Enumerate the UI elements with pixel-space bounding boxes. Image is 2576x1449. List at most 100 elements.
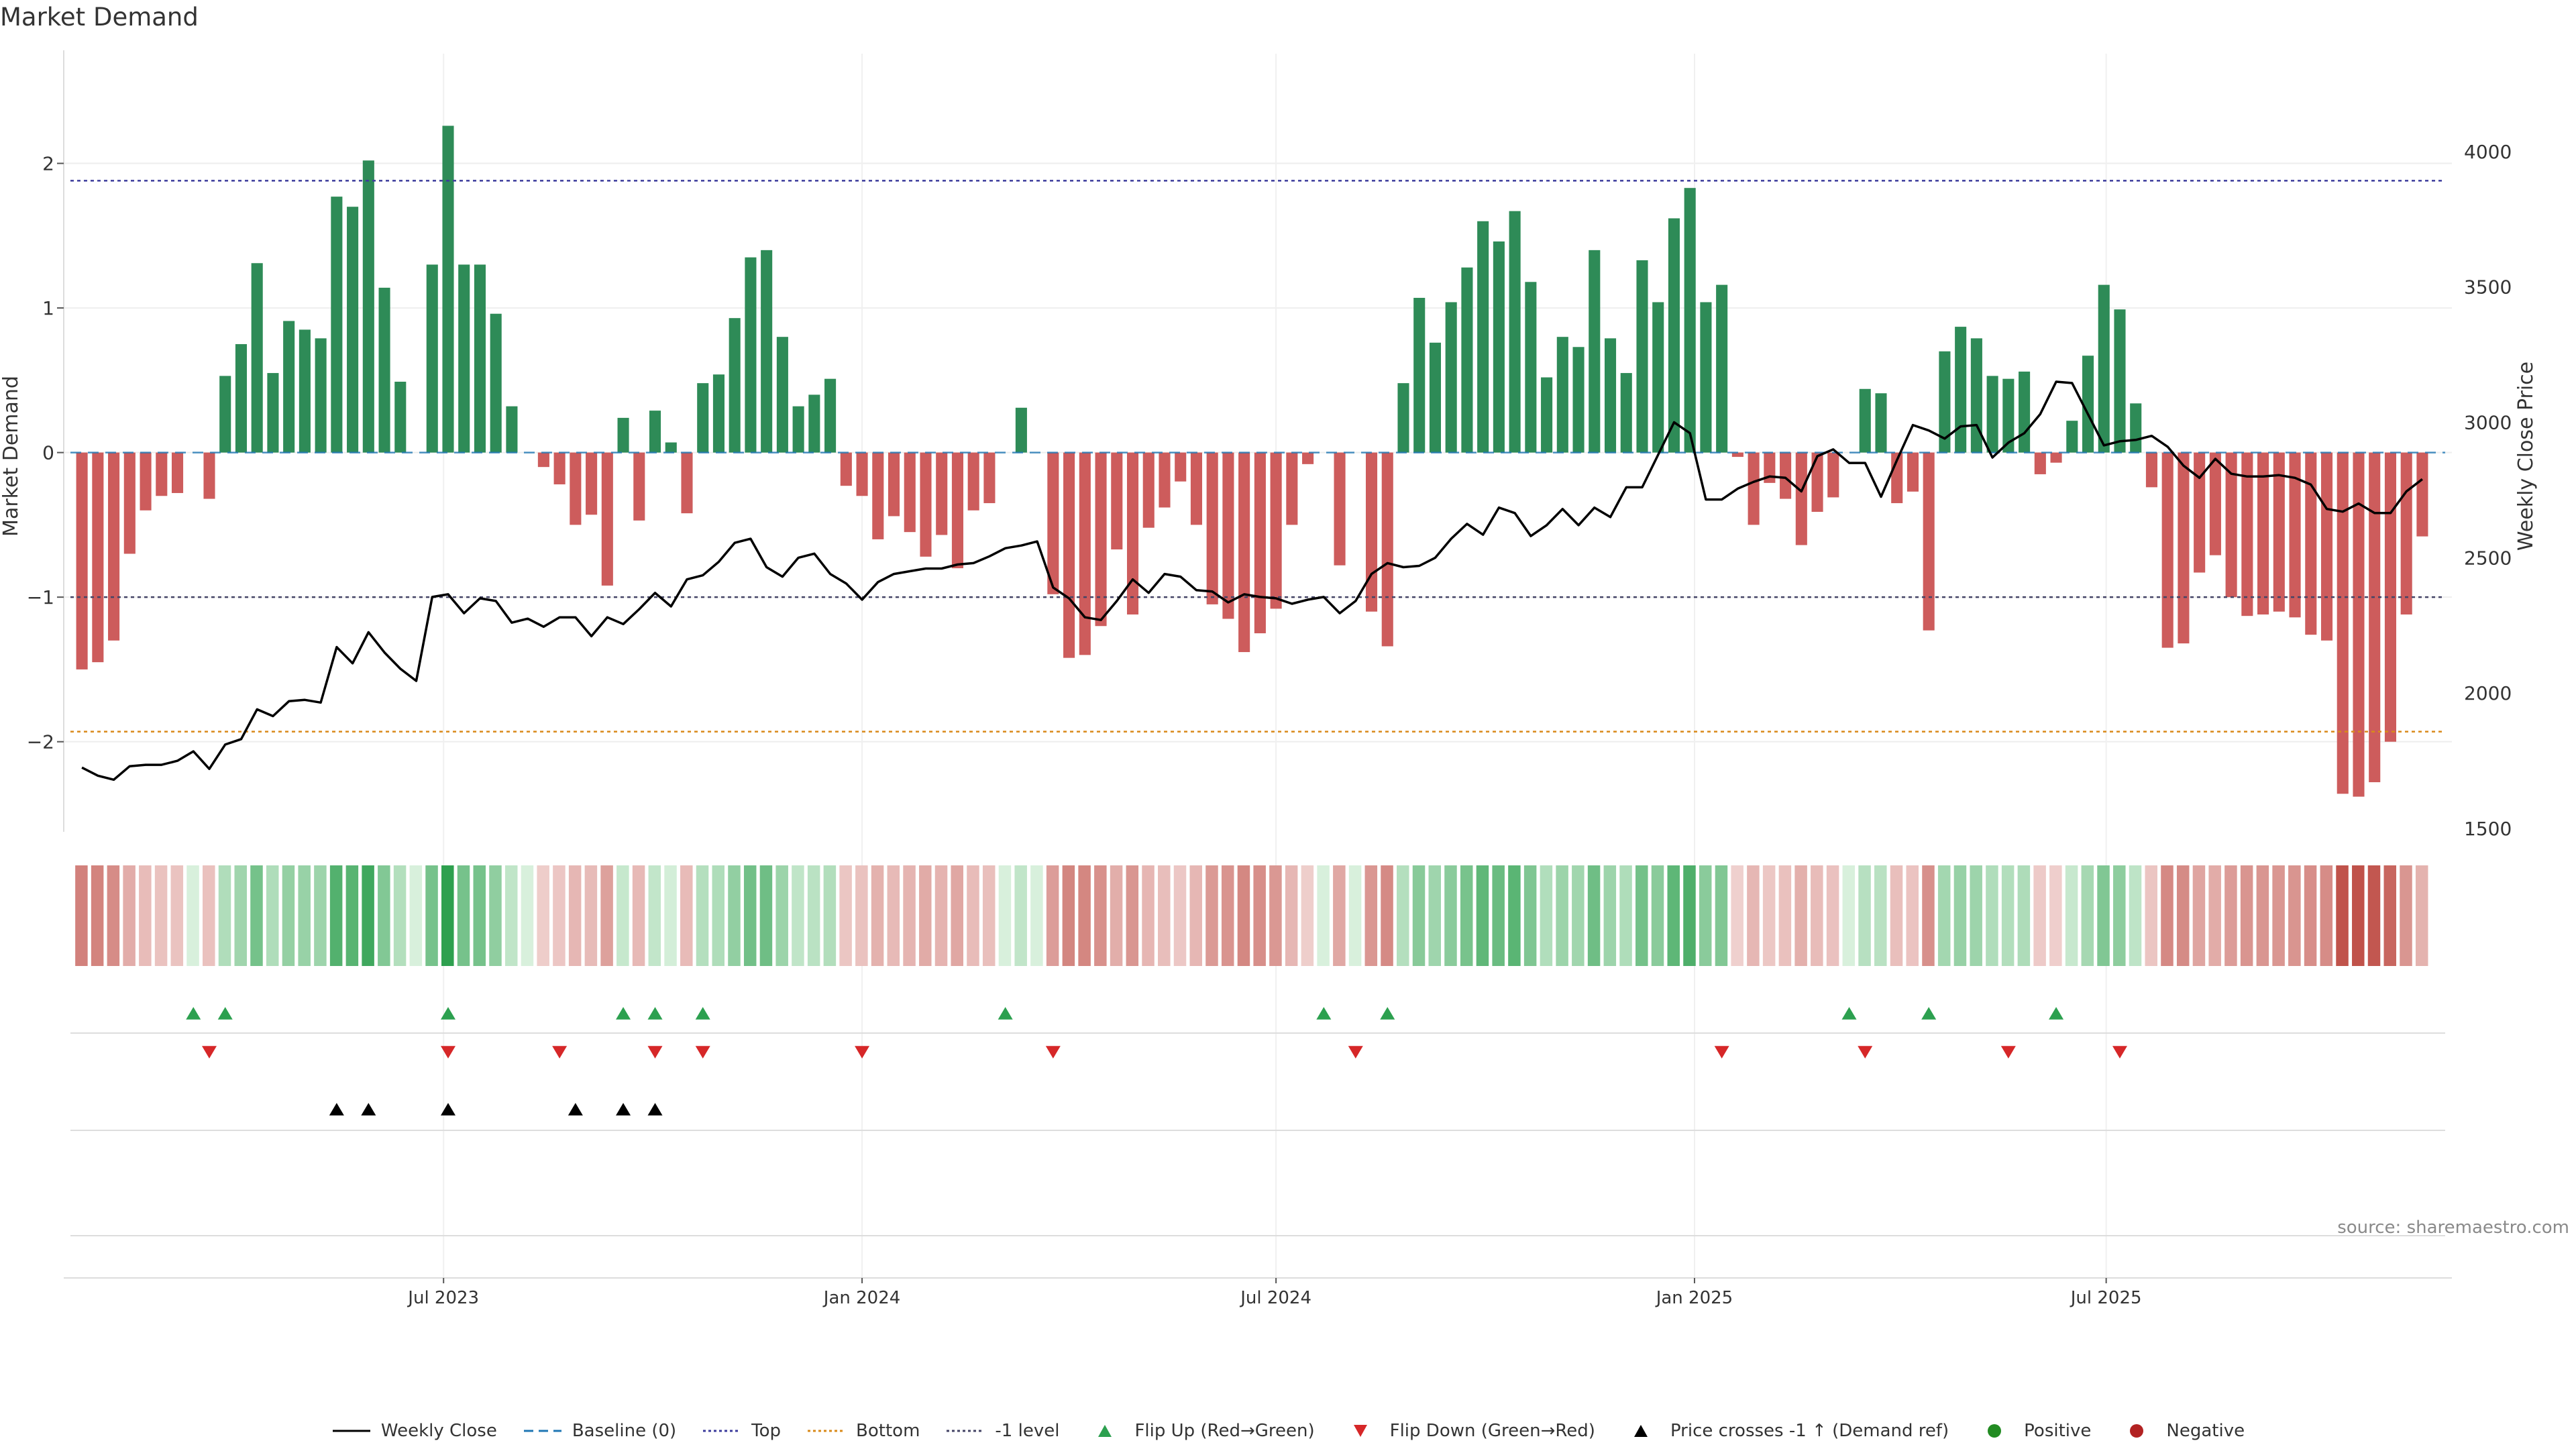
legend-swatch (523, 1430, 561, 1432)
source-label: source: sharemaestro.com (2337, 1218, 2569, 1238)
demand-bar (570, 452, 582, 525)
demand-bar (2400, 452, 2412, 615)
demand-bar (1780, 452, 1792, 499)
heat-cell (775, 865, 788, 966)
heat-cell (2415, 865, 2428, 966)
demand-bar (1716, 284, 1728, 453)
demand-bar (697, 383, 709, 453)
demand-bar (171, 452, 184, 493)
heat-cell (218, 865, 231, 966)
demand-bar (123, 452, 136, 554)
heat-cell (123, 865, 136, 966)
demand-bar (76, 452, 88, 669)
heat-cell (234, 865, 248, 966)
demand-bar (537, 452, 549, 468)
legend-label: Top (751, 1421, 782, 1441)
demand-bar (2034, 452, 2046, 474)
demand-bar (315, 338, 327, 453)
flip-down-marker (2000, 1046, 2016, 1059)
demand-bar (1875, 393, 1887, 453)
heat-cell (473, 865, 486, 966)
heat-cell (1046, 865, 1059, 966)
demand-bar (983, 452, 996, 504)
heat-cell (457, 865, 470, 966)
demand-bar (856, 452, 868, 496)
demand-bar (2161, 452, 2174, 648)
demand-bar (1827, 452, 1839, 498)
heat-cell (1890, 865, 1903, 966)
heat-cell (537, 865, 549, 966)
heat-cell (855, 865, 868, 966)
heat-cell (250, 865, 263, 966)
demand-bar (1668, 218, 1680, 453)
legend-swatch (1633, 1425, 1648, 1437)
heat-cell (1683, 865, 1696, 966)
heat-cell (1476, 865, 1489, 966)
legend-item: Negative (2116, 1421, 2245, 1441)
heat-cell (934, 865, 948, 966)
price-cross-marker (361, 1103, 376, 1116)
right-axis-label: Weekly Close Price (2514, 362, 2538, 551)
demand-bar (299, 329, 311, 453)
heat-cell (1428, 865, 1442, 966)
heat-cell (425, 865, 438, 966)
heat-cell (1762, 865, 1776, 966)
flip-up-marker (217, 1007, 233, 1020)
demand-bar (1493, 241, 1505, 453)
demand-bar (665, 442, 677, 453)
heat-cell (632, 865, 645, 966)
price-cross-marker (329, 1103, 344, 1116)
heat-cell (91, 865, 104, 966)
heat-cell (728, 865, 741, 966)
demand-bar (617, 417, 629, 453)
x-axis-tick-label: Jan 2025 (1655, 1288, 1733, 1308)
demand-bar (2305, 452, 2317, 635)
demand-bar (156, 452, 168, 496)
demand-bar (2002, 378, 2015, 453)
heat-cell (1126, 865, 1139, 966)
heat-cell (1794, 865, 1807, 966)
flip-up-marker (1316, 1007, 1332, 1020)
demand-bar (1397, 383, 1409, 453)
demand-bar (761, 250, 773, 453)
demand-bar (633, 452, 645, 521)
heat-cell (1285, 865, 1298, 966)
heat-cell (1364, 865, 1378, 966)
demand-bar (872, 452, 884, 539)
demand-bar (1907, 452, 1919, 492)
left-axis-tick-label: −2 (27, 731, 54, 753)
demand-bar (1970, 338, 1982, 453)
legend-item: Flip Up (Red→Green) (1085, 1421, 1315, 1441)
legend-label: Negative (2166, 1421, 2245, 1441)
demand-bar (347, 207, 359, 453)
heat-cell (584, 865, 598, 966)
right-axis-tick-label: 4000 (2464, 141, 2512, 163)
demand-bar (936, 452, 948, 535)
heat-cell (1811, 865, 1823, 966)
demand-bar (2369, 452, 2381, 783)
demand-bar (1381, 452, 1393, 647)
demand-bar (2098, 284, 2110, 453)
heat-cell (1667, 865, 1680, 966)
left-axis-tick-label: 0 (42, 442, 54, 464)
left-axis-label: Market Demand (0, 376, 23, 537)
demand-bar (2225, 452, 2237, 598)
heat-cell (441, 865, 454, 966)
demand-bar (1477, 221, 1489, 453)
heat-cell (1970, 865, 1982, 966)
legend-item: Positive (1974, 1421, 2091, 1441)
demand-bar (1270, 452, 1282, 609)
demand-bar (792, 406, 804, 453)
heat-cell (998, 865, 1012, 966)
demand-bar (506, 406, 518, 453)
demand-bar (1222, 452, 1234, 619)
demand-bar (1955, 327, 1967, 453)
demand-bar (140, 452, 152, 511)
demand-bar (2019, 371, 2031, 453)
demand-bar (1334, 452, 1346, 566)
price-cross-marker (616, 1103, 631, 1116)
demand-bar (2353, 452, 2365, 797)
heat-cell (1381, 865, 1393, 966)
heat-cell (2065, 865, 2078, 966)
